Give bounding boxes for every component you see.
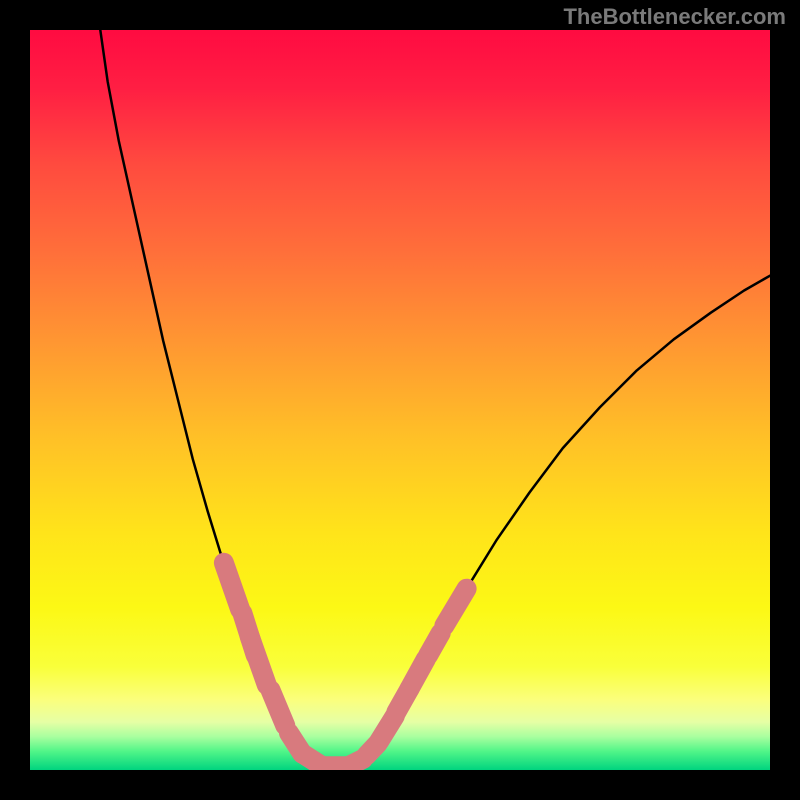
- overlay-segment: [428, 633, 441, 655]
- chart-svg: [0, 0, 800, 800]
- watermark-text: TheBottlenecker.com: [563, 4, 786, 30]
- chart-frame: TheBottlenecker.com: [0, 0, 800, 800]
- gradient-background: [30, 30, 770, 770]
- overlay-segment: [271, 690, 286, 726]
